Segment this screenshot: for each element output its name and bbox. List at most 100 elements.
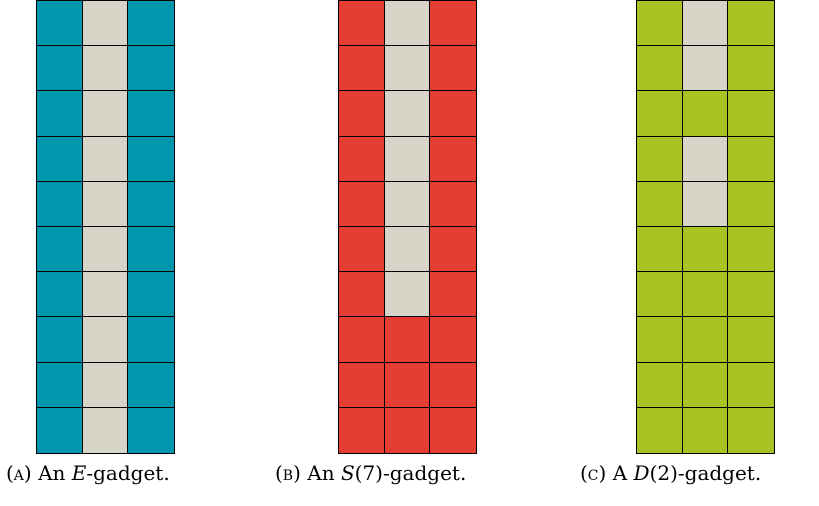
filled-cell [637, 181, 683, 227]
caption-d2-gadget: (c) A D(2)-gadget. [580, 460, 761, 486]
filled-cell [384, 407, 431, 453]
caption-tag: (b) [275, 461, 301, 485]
filled-cell [728, 362, 774, 408]
empty-cell [682, 181, 729, 227]
filled-cell [37, 136, 83, 182]
empty-cell [82, 136, 129, 182]
empty-cell [82, 181, 129, 227]
filled-cell [128, 1, 174, 47]
empty-cell [384, 181, 431, 227]
filled-cell [430, 181, 476, 227]
filled-cell [682, 91, 729, 137]
filled-cell [37, 272, 83, 318]
empty-cell [82, 1, 129, 47]
empty-cell [82, 91, 129, 137]
caption-tag: (a) [6, 461, 32, 485]
filled-cell [430, 136, 476, 182]
filled-cell [637, 407, 683, 453]
filled-cell [637, 362, 683, 408]
filled-cell [637, 136, 683, 182]
filled-cell [430, 1, 476, 47]
filled-cell [128, 407, 174, 453]
filled-cell [128, 136, 174, 182]
filled-cell [430, 362, 476, 408]
filled-cell [339, 1, 385, 47]
empty-cell [384, 46, 431, 92]
empty-cell [82, 272, 129, 318]
empty-cell [384, 136, 431, 182]
filled-cell [339, 136, 385, 182]
empty-cell [82, 362, 129, 408]
filled-cell [682, 362, 729, 408]
filled-cell [682, 272, 729, 318]
caption-prefix: An [38, 461, 72, 485]
filled-cell [37, 181, 83, 227]
filled-cell [728, 91, 774, 137]
filled-cell [128, 91, 174, 137]
filled-cell [637, 1, 683, 47]
caption-e-gadget: (a) An E-gadget. [6, 460, 170, 486]
d2-gadget-grid [636, 0, 775, 454]
filled-cell [637, 272, 683, 318]
filled-cell [37, 362, 83, 408]
caption-prefix: A [612, 461, 634, 485]
filled-cell [128, 227, 174, 273]
filled-cell [430, 317, 476, 363]
filled-cell [682, 317, 729, 363]
filled-cell [339, 181, 385, 227]
filled-cell [682, 407, 729, 453]
filled-cell [128, 362, 174, 408]
caption-s7-gadget: (b) An S(7)-gadget. [275, 460, 466, 486]
filled-cell [430, 272, 476, 318]
s7-gadget-grid [338, 0, 477, 454]
filled-cell [430, 227, 476, 273]
filled-cell [37, 227, 83, 273]
filled-cell [128, 181, 174, 227]
caption-suffix: (2)-gadget. [649, 461, 762, 485]
filled-cell [637, 227, 683, 273]
filled-cell [339, 317, 385, 363]
filled-cell [728, 181, 774, 227]
filled-cell [728, 272, 774, 318]
filled-cell [37, 91, 83, 137]
filled-cell [637, 91, 683, 137]
filled-cell [430, 46, 476, 92]
caption-math: E [71, 461, 87, 485]
filled-cell [37, 407, 83, 453]
filled-cell [339, 91, 385, 137]
filled-cell [339, 227, 385, 273]
filled-cell [728, 46, 774, 92]
filled-cell [37, 46, 83, 92]
filled-cell [128, 46, 174, 92]
filled-cell [339, 46, 385, 92]
filled-cell [430, 91, 476, 137]
empty-cell [384, 91, 431, 137]
filled-cell [728, 227, 774, 273]
caption-suffix: (7)-gadget. [354, 461, 467, 485]
filled-cell [682, 227, 729, 273]
empty-cell [682, 46, 729, 92]
empty-cell [384, 1, 431, 47]
empty-cell [384, 272, 431, 318]
filled-cell [637, 46, 683, 92]
filled-cell [728, 136, 774, 182]
caption-math: S [340, 461, 355, 485]
filled-cell [37, 1, 83, 47]
filled-cell [339, 362, 385, 408]
empty-cell [82, 317, 129, 363]
empty-cell [682, 1, 729, 47]
filled-cell [128, 272, 174, 318]
filled-cell [728, 1, 774, 47]
filled-cell [128, 317, 174, 363]
filled-cell [384, 317, 431, 363]
filled-cell [728, 407, 774, 453]
e-gadget-grid [36, 0, 175, 454]
caption-prefix: An [307, 461, 341, 485]
filled-cell [37, 317, 83, 363]
caption-suffix: -gadget. [86, 461, 170, 485]
caption-tag: (c) [580, 461, 607, 485]
filled-cell [728, 317, 774, 363]
filled-cell [637, 317, 683, 363]
empty-cell [82, 227, 129, 273]
filled-cell [430, 407, 476, 453]
